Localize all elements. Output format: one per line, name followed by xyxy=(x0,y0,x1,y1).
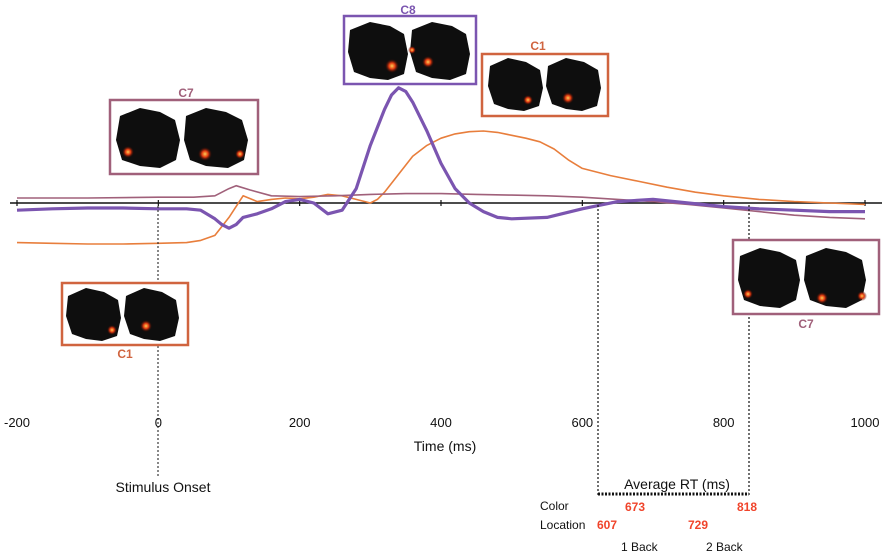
series-line-2 xyxy=(16,86,865,230)
condition-2-back: 2 Back xyxy=(706,540,744,554)
stimulus-onset-label: Stimulus Onset xyxy=(116,479,211,495)
brain-map-icon xyxy=(738,248,867,308)
x-tick-labels: -20002004006008001000 xyxy=(4,415,879,430)
rt-color-673: 673 xyxy=(625,500,645,514)
component-inset-c7-late: C7 xyxy=(731,238,881,331)
brain-map-icon xyxy=(66,288,179,341)
condition-1-back: 1 Back xyxy=(621,540,659,554)
component-label-c7-early: C7 xyxy=(178,86,194,100)
rt-location-607: 607 xyxy=(597,518,617,532)
series-line-0 xyxy=(16,130,866,245)
component-label-c1-early: C1 xyxy=(117,347,133,361)
x-tick-label: 400 xyxy=(430,415,452,430)
brain-map-icon xyxy=(116,108,248,168)
component-label-c1-late: C1 xyxy=(530,39,546,53)
brain-map-icon xyxy=(348,22,470,80)
series-group xyxy=(16,86,866,245)
x-axis-title: Time (ms) xyxy=(414,438,476,454)
x-tick-label: -200 xyxy=(4,415,30,430)
rt-row-label-color: Color xyxy=(540,499,569,513)
component-label-c8: C8 xyxy=(400,3,416,17)
x-tick-label: 600 xyxy=(571,415,593,430)
rt-location-729: 729 xyxy=(688,518,708,532)
rt-color-818: 818 xyxy=(737,500,757,514)
component-inset-c8: C8 xyxy=(342,3,478,86)
component-label-c7-late: C7 xyxy=(798,317,814,331)
component-inset-c1-early: C1 xyxy=(60,281,190,361)
x-tick-label: 800 xyxy=(713,415,735,430)
rt-title: Average RT (ms) xyxy=(624,476,730,492)
x-tick-label: 200 xyxy=(289,415,311,430)
component-inset-c7-early: C7 xyxy=(108,86,260,176)
component-inset-c1-late: C1 xyxy=(480,39,610,118)
x-tick-label: 1000 xyxy=(851,415,880,430)
rt-row-label-location: Location xyxy=(540,518,585,532)
brain-map-icon xyxy=(488,58,601,111)
